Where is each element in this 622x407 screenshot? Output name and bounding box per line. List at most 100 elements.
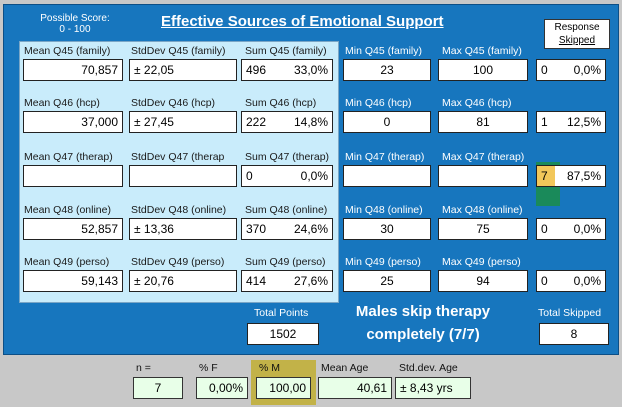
sum-percent: 0,0% (300, 169, 328, 183)
sum-percent: 27,6% (293, 274, 328, 288)
max-label: Max Q45 (family) (442, 45, 522, 57)
min-label: Min Q47 (therap) (345, 151, 425, 163)
sum-field[interactable]: 414 27,6% (241, 270, 333, 292)
skipped-field[interactable]: 1 12,5% (536, 111, 606, 133)
skipped-count: 0 (541, 274, 548, 288)
min-label: Min Q46 (hcp) (345, 97, 412, 109)
sum-field[interactable]: 370 24,6% (241, 218, 333, 240)
sum-value: 0 (246, 169, 253, 183)
sum-field[interactable]: 222 14,8% (241, 111, 333, 133)
skipped-field[interactable]: 0 0,0% (536, 59, 606, 81)
max-label: Max Q48 (online) (442, 204, 523, 216)
skipped-count: 0 (541, 63, 548, 77)
possible-score: Possible Score: 0 - 100 (30, 13, 120, 35)
mean-age-field[interactable]: 40,61 (318, 377, 392, 399)
skipped-percent: 0,0% (573, 63, 601, 77)
response-skipped-header: Response Skipped (544, 19, 610, 49)
sd-age-label: Std.dev. Age (399, 362, 458, 374)
sum-label: Sum Q45 (family) (245, 45, 327, 57)
mean-label: Mean Q45 (family) (24, 45, 111, 57)
skipped-label: Skipped (558, 35, 596, 46)
min-label: Min Q48 (online) (345, 204, 423, 216)
mean-label: Mean Q49 (perso) (24, 256, 110, 268)
min-field[interactable]: 0 (343, 111, 431, 133)
page-title: Effective Sources of Emotional Support (161, 13, 444, 30)
total-skipped-field[interactable]: 8 (539, 323, 609, 345)
mean-field[interactable]: 59,143 (23, 270, 123, 292)
sum-field[interactable]: 496 33,0% (241, 59, 333, 81)
stddev-field[interactable]: ± 27,45 (129, 111, 237, 133)
sum-percent: 33,0% (293, 63, 328, 77)
support-panel: Possible Score: 0 - 100 Effective Source… (3, 4, 619, 355)
mean-field[interactable]: 37,000 (23, 111, 123, 133)
mean-label: Mean Q46 (hcp) (24, 97, 100, 109)
max-field[interactable]: 75 (438, 218, 528, 240)
mean-field[interactable]: 52,857 (23, 218, 123, 240)
sum-value: 496 (246, 63, 267, 77)
max-field[interactable]: 100 (438, 59, 528, 81)
max-label: Max Q49 (perso) (442, 256, 521, 268)
skipped-field[interactable]: 0 0,0% (536, 218, 606, 240)
skipped-count: 0 (541, 222, 548, 236)
n-field[interactable]: 7 (133, 377, 183, 399)
stddev-label: StdDev Q46 (hcp) (131, 97, 216, 109)
max-label: Max Q47 (therap) (442, 151, 525, 163)
total-skipped-label: Total Skipped (538, 307, 602, 319)
skipped-percent: 12,5% (566, 115, 601, 129)
min-label: Min Q49 (perso) (345, 256, 421, 268)
percent-male-field[interactable]: 100,00 (256, 377, 311, 399)
percent-female-field[interactable]: 0,00% (196, 377, 248, 399)
note-line-2: completely (7/7) (366, 326, 480, 343)
sum-value: 222 (246, 115, 267, 129)
skipped-percent: 87,5% (566, 169, 601, 183)
percent-female-label: % F (199, 362, 218, 374)
stddev-label: StdDev Q49 (perso) (131, 256, 225, 268)
min-field[interactable] (343, 165, 431, 187)
max-field[interactable]: 81 (438, 111, 528, 133)
max-field[interactable] (438, 165, 528, 187)
stddev-label: StdDev Q47 (therap (131, 151, 225, 163)
mean-age-label: Mean Age (321, 362, 369, 374)
sum-label: Sum Q48 (online) (245, 204, 328, 216)
response-label: Response (554, 22, 600, 33)
percent-male-label: % M (259, 362, 280, 374)
stddev-field[interactable] (129, 165, 237, 187)
max-label: Max Q46 (hcp) (442, 97, 512, 109)
max-field[interactable]: 94 (438, 270, 528, 292)
note-text: Males skip therapy completely (7/7) (348, 300, 498, 346)
sum-percent: 14,8% (293, 115, 328, 129)
skipped-count: 7 (541, 169, 548, 183)
total-points-label: Total Points (254, 307, 309, 319)
sum-label: Sum Q46 (hcp) (245, 97, 317, 109)
stddev-field[interactable]: ± 13,36 (129, 218, 237, 240)
skipped-percent: 0,0% (573, 222, 601, 236)
possible-score-label: Possible Score: (40, 13, 110, 24)
mean-label: Mean Q48 (online) (24, 204, 111, 216)
skipped-percent: 0,0% (573, 274, 601, 288)
stddev-field[interactable]: ± 20,76 (129, 270, 237, 292)
min-field[interactable]: 30 (343, 218, 431, 240)
sum-percent: 24,6% (293, 222, 328, 236)
stddev-field[interactable]: ± 22,05 (129, 59, 237, 81)
note-line-1: Males skip therapy (355, 303, 491, 320)
mean-field[interactable] (23, 165, 123, 187)
sum-value: 414 (246, 274, 267, 288)
skipped-field[interactable]: 7 87,5% (536, 165, 606, 187)
sd-age-field[interactable]: ± 8,43 yrs (395, 377, 471, 399)
sum-label: Sum Q47 (therap) (245, 151, 330, 163)
mean-label: Mean Q47 (therap) (24, 151, 113, 163)
stddev-label: StdDev Q48 (online) (131, 204, 227, 216)
min-field[interactable]: 23 (343, 59, 431, 81)
min-field[interactable]: 25 (343, 270, 431, 292)
skipped-count: 1 (541, 115, 548, 129)
possible-score-range: 0 - 100 (59, 24, 91, 35)
mean-field[interactable]: 70,857 (23, 59, 123, 81)
sum-field[interactable]: 0 0,0% (241, 165, 333, 187)
n-label: n = (136, 362, 151, 374)
min-label: Min Q45 (family) (345, 45, 423, 57)
skipped-field[interactable]: 0 0,0% (536, 270, 606, 292)
sum-value: 370 (246, 222, 267, 236)
total-points-field[interactable]: 1502 (247, 323, 319, 345)
sum-label: Sum Q49 (perso) (245, 256, 326, 268)
stddev-label: StdDev Q45 (family) (131, 45, 226, 57)
